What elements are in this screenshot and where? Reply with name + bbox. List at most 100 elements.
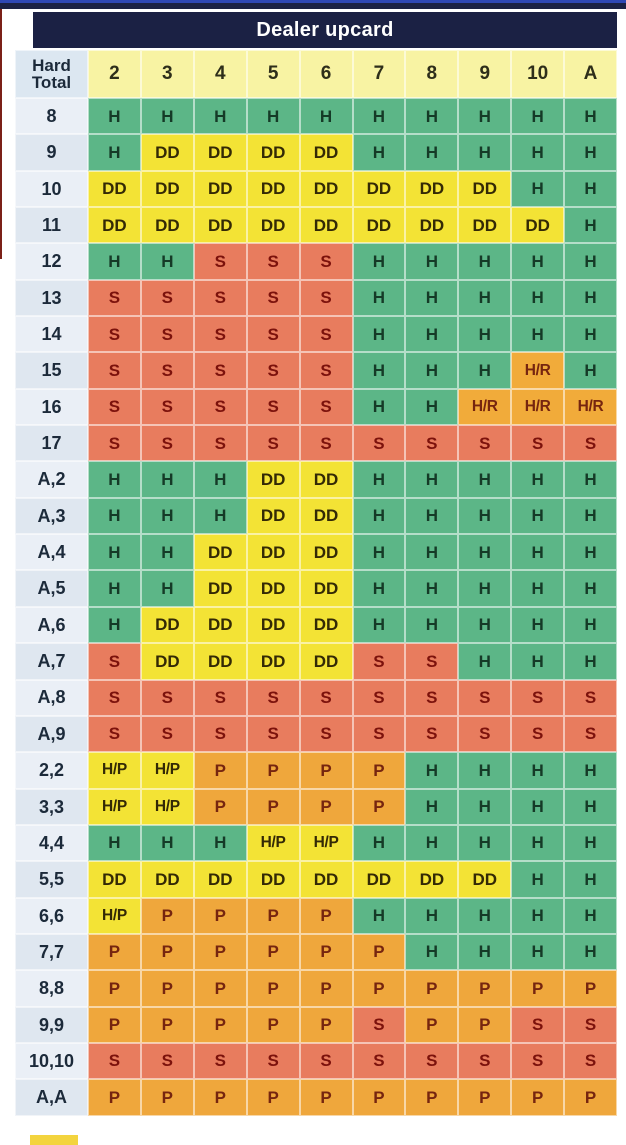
cell-11-vs-4: DD: [193, 207, 247, 244]
cell-A,9-vs-10: S: [511, 715, 565, 753]
cell-A,6-vs-3: DD: [140, 606, 194, 644]
cell-A,9-vs-9: S: [458, 715, 512, 753]
cell-10-vs-6: DD: [299, 170, 353, 208]
cell-14-vs-5: S: [246, 316, 300, 353]
cell-A,A-vs-9: P: [458, 1079, 512, 1116]
cell-5,5-vs-9: DD: [458, 861, 512, 898]
column-header-6: 6: [299, 50, 353, 98]
cell-16-vs-7: H: [352, 388, 406, 426]
cell-11-vs-7: DD: [352, 207, 406, 244]
cell-A,9-vs-7: S: [352, 715, 406, 753]
cell-A,8-vs-4: S: [193, 679, 247, 716]
cell-9-vs-5: DD: [246, 134, 300, 171]
row-label-A,5: A,5: [15, 570, 88, 607]
cell-A,7-vs-A: H: [564, 643, 617, 680]
cell-17-vs-8: S: [405, 425, 459, 462]
cell-15-vs-6: S: [299, 352, 353, 389]
cell-2,2-vs-6: P: [299, 752, 353, 789]
cell-7,7-vs-2: P: [88, 933, 141, 971]
cell-A,7-vs-9: H: [458, 643, 512, 680]
cell-A,5-vs-6: DD: [299, 570, 353, 607]
column-header-3: 3: [140, 50, 194, 98]
cell-12-vs-5: S: [246, 243, 300, 280]
cell-5,5-vs-3: DD: [140, 861, 194, 898]
cell-13-vs-3: S: [140, 279, 194, 317]
row-label-A,7: A,7: [15, 643, 88, 680]
cell-9,9-vs-3: P: [140, 1006, 194, 1043]
cell-A,4-vs-9: H: [458, 534, 512, 571]
cell-4,4-vs-5: H/P: [246, 824, 300, 862]
cell-7,7-vs-7: P: [352, 933, 406, 971]
row-label-3,3: 3,3: [15, 788, 88, 825]
cell-4,4-vs-3: H: [140, 824, 194, 862]
cell-5,5-vs-A: H: [564, 861, 617, 898]
column-header-5: 5: [246, 50, 300, 98]
cell-A,8-vs-3: S: [140, 679, 194, 716]
cell-3,3-vs-4: P: [193, 788, 247, 825]
cell-5,5-vs-7: DD: [352, 861, 406, 898]
cell-A,2-vs-2: H: [88, 461, 141, 498]
cell-A,8-vs-5: S: [246, 679, 300, 716]
column-header-8: 8: [405, 50, 459, 98]
cell-14-vs-7: H: [352, 316, 406, 353]
dealer-upcard-banner: Dealer upcard: [33, 12, 617, 48]
cell-A,6-vs-4: DD: [193, 606, 247, 644]
cell-9,9-vs-7: S: [352, 1006, 406, 1043]
cell-10-vs-10: H: [511, 170, 565, 208]
cell-A,8-vs-10: S: [511, 679, 565, 716]
cell-6,6-vs-4: P: [193, 897, 247, 934]
cell-A,7-vs-5: DD: [246, 643, 300, 680]
cell-5,5-vs-8: DD: [405, 861, 459, 898]
cell-8,8-vs-9: P: [458, 970, 512, 1007]
cell-2,2-vs-8: H: [405, 752, 459, 789]
cell-9,9-vs-4: P: [193, 1006, 247, 1043]
dealer-upcard-title: Dealer upcard: [256, 18, 394, 41]
cell-16-vs-8: H: [405, 388, 459, 426]
cell-16-vs-9: H/R: [458, 388, 512, 426]
row-label-2,2: 2,2: [15, 752, 88, 789]
cell-A,2-vs-6: DD: [299, 461, 353, 498]
cell-10,10-vs-8: S: [405, 1042, 459, 1080]
cell-3,3-vs-10: H: [511, 788, 565, 825]
cell-13-vs-2: S: [88, 279, 141, 317]
cell-A,A-vs-A: P: [564, 1079, 617, 1116]
cell-15-vs-A: H: [564, 352, 617, 389]
cell-10-vs-7: DD: [352, 170, 406, 208]
cell-A,3-vs-10: H: [511, 497, 565, 535]
cell-11-vs-9: DD: [458, 207, 512, 244]
cell-17-vs-2: S: [88, 425, 141, 462]
cell-A,3-vs-2: H: [88, 497, 141, 535]
cell-A,5-vs-8: H: [405, 570, 459, 607]
cell-9-vs-4: DD: [193, 134, 247, 171]
cell-13-vs-4: S: [193, 279, 247, 317]
cell-A,9-vs-8: S: [405, 715, 459, 753]
cell-10-vs-3: DD: [140, 170, 194, 208]
cell-A,A-vs-10: P: [511, 1079, 565, 1116]
cell-8,8-vs-A: P: [564, 970, 617, 1007]
cell-9,9-vs-10: S: [511, 1006, 565, 1043]
cell-A,4-vs-8: H: [405, 534, 459, 571]
cell-9-vs-7: H: [352, 134, 406, 171]
cell-14-vs-9: H: [458, 316, 512, 353]
cell-5,5-vs-2: DD: [88, 861, 141, 898]
cell-2,2-vs-3: H/P: [140, 752, 194, 789]
row-label-4,4: 4,4: [15, 824, 88, 862]
cell-A,5-vs-7: H: [352, 570, 406, 607]
cell-8,8-vs-5: P: [246, 970, 300, 1007]
row-label-5,5: 5,5: [15, 861, 88, 898]
row-label-9: 9: [15, 134, 88, 171]
cell-8-vs-8: H: [405, 98, 459, 135]
cell-A,4-vs-2: H: [88, 534, 141, 571]
cell-15-vs-4: S: [193, 352, 247, 389]
cell-4,4-vs-7: H: [352, 824, 406, 862]
cell-16-vs-10: H/R: [511, 388, 565, 426]
row-label-6,6: 6,6: [15, 897, 88, 934]
cell-12-vs-10: H: [511, 243, 565, 280]
cell-A,5-vs-4: DD: [193, 570, 247, 607]
row-label-13: 13: [15, 279, 88, 317]
cell-14-vs-3: S: [140, 316, 194, 353]
cell-11-vs-2: DD: [88, 207, 141, 244]
cell-13-vs-6: S: [299, 279, 353, 317]
corner-label-hard-total: Hard Total: [15, 50, 88, 98]
